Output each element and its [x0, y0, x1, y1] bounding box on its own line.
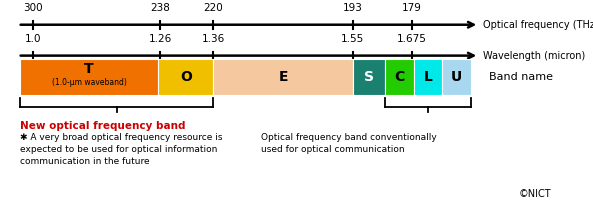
Text: 1.36: 1.36 [202, 34, 225, 44]
Text: L: L [424, 70, 432, 84]
Text: 300: 300 [23, 3, 43, 13]
Text: U: U [451, 70, 462, 84]
Text: S: S [364, 70, 374, 84]
Text: Optical frequency band conventionally
used for optical communication: Optical frequency band conventionally us… [261, 133, 436, 154]
Text: 238: 238 [150, 3, 170, 13]
Text: 220: 220 [203, 3, 224, 13]
Text: C: C [394, 70, 405, 84]
Bar [442, 59, 471, 95]
Text: New optical frequency band: New optical frequency band [20, 121, 185, 131]
Text: 1.675: 1.675 [397, 34, 427, 44]
Text: 1.55: 1.55 [341, 34, 365, 44]
Bar [385, 59, 414, 95]
Text: 193: 193 [343, 3, 363, 13]
Bar [158, 59, 213, 95]
Text: 1.26: 1.26 [148, 34, 172, 44]
Text: ✱ A very broad optical frequency resource is
expected to be used for optical inf: ✱ A very broad optical frequency resourc… [20, 133, 222, 166]
Text: T: T [84, 62, 94, 76]
Bar [213, 59, 353, 95]
Text: E: E [278, 70, 288, 84]
Text: 179: 179 [402, 3, 422, 13]
Bar [20, 59, 158, 95]
Text: Optical frequency (THz): Optical frequency (THz) [483, 20, 593, 30]
Text: (1.0-μm waveband): (1.0-μm waveband) [52, 78, 126, 87]
Text: Wavelength (micron): Wavelength (micron) [483, 51, 585, 61]
Text: Band name: Band name [489, 72, 553, 82]
Bar [414, 59, 442, 95]
Bar [353, 59, 385, 95]
Text: ©NICT: ©NICT [519, 189, 551, 199]
Text: 1.0: 1.0 [24, 34, 41, 44]
Text: O: O [180, 70, 192, 84]
